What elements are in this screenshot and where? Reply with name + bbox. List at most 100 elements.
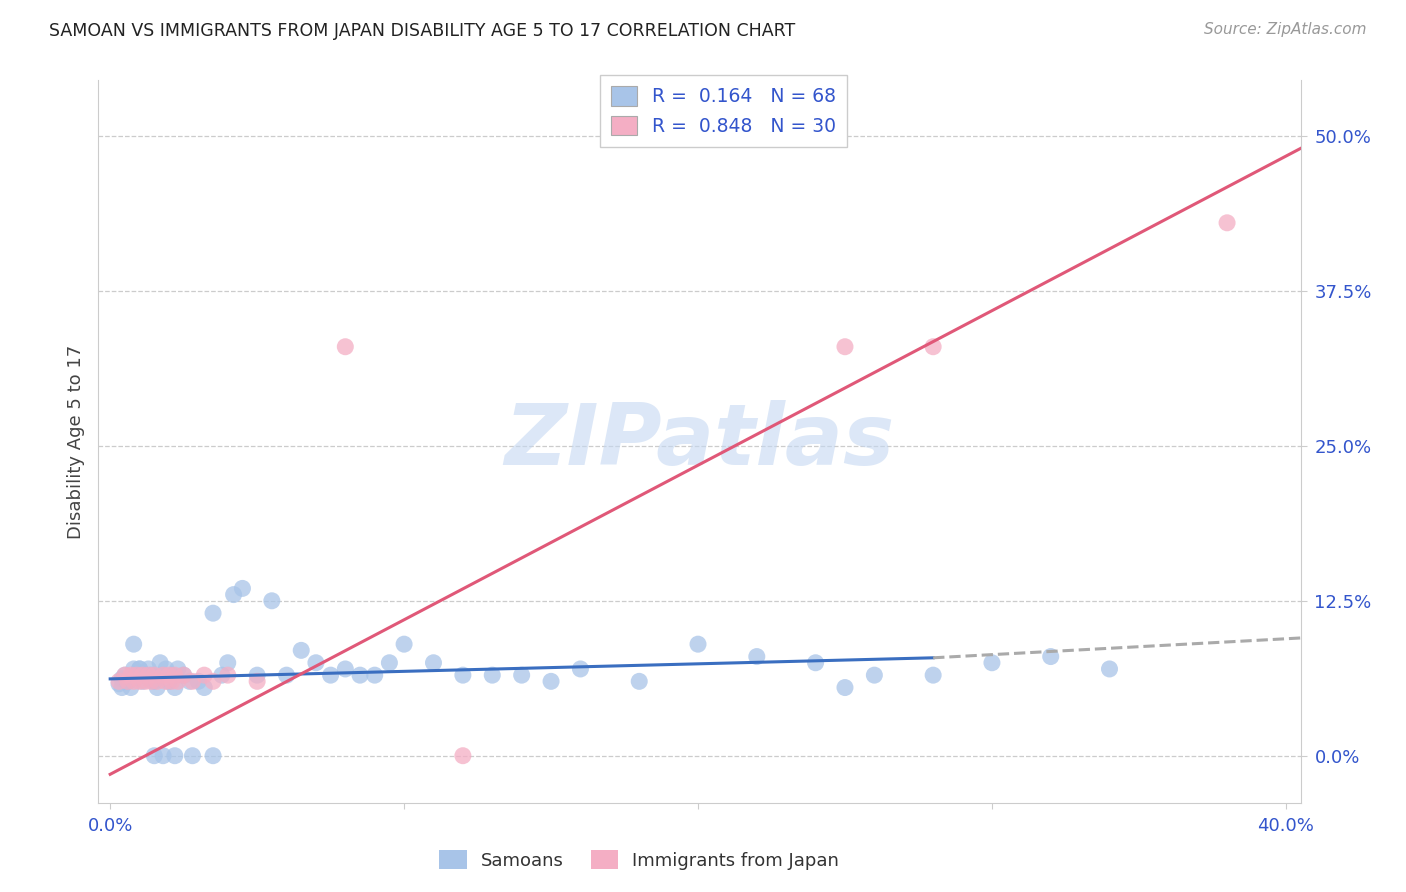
- Point: [290, 643, 312, 657]
- Point: [260, 594, 283, 608]
- Point: [686, 637, 709, 651]
- Point: [160, 668, 183, 682]
- Point: [125, 668, 148, 682]
- Point: [922, 668, 945, 682]
- Point: [193, 681, 215, 695]
- Point: [335, 662, 357, 676]
- Point: [231, 582, 253, 596]
- Point: [181, 748, 204, 763]
- Point: [246, 674, 269, 689]
- Point: [138, 662, 160, 676]
- Point: [114, 668, 136, 682]
- Point: [134, 668, 156, 682]
- Point: [114, 668, 136, 682]
- Point: [1039, 649, 1062, 664]
- Point: [222, 588, 245, 602]
- Point: [166, 674, 188, 689]
- Point: [155, 662, 177, 676]
- Point: [152, 668, 174, 682]
- Point: [211, 668, 233, 682]
- Point: [108, 674, 131, 689]
- Point: [981, 656, 1004, 670]
- Point: [378, 656, 401, 670]
- Point: [319, 668, 342, 682]
- Point: [143, 748, 166, 763]
- Point: [122, 637, 145, 651]
- Point: [152, 668, 174, 682]
- Point: [202, 748, 225, 763]
- Point: [834, 340, 856, 354]
- Point: [510, 668, 533, 682]
- Point: [134, 674, 156, 689]
- Point: [451, 668, 474, 682]
- Point: [125, 668, 148, 682]
- Point: [120, 681, 142, 695]
- Point: [481, 668, 503, 682]
- Point: [146, 674, 169, 689]
- Point: [335, 340, 357, 354]
- Point: [163, 748, 186, 763]
- Point: [149, 656, 172, 670]
- Point: [422, 656, 444, 670]
- Point: [163, 668, 186, 682]
- Text: ZIPatlas: ZIPatlas: [505, 400, 894, 483]
- Point: [364, 668, 387, 682]
- Point: [569, 662, 592, 676]
- Point: [155, 674, 177, 689]
- Point: [202, 674, 225, 689]
- Point: [305, 656, 328, 670]
- Point: [122, 662, 145, 676]
- Point: [451, 748, 474, 763]
- Point: [163, 681, 186, 695]
- Point: [745, 649, 768, 664]
- Point: [217, 656, 239, 670]
- Point: [128, 662, 150, 676]
- Point: [922, 340, 945, 354]
- Point: [1098, 662, 1121, 676]
- Point: [120, 668, 142, 682]
- Point: [134, 668, 156, 682]
- Point: [628, 674, 651, 689]
- Point: [202, 606, 225, 620]
- Point: [157, 668, 180, 682]
- Point: [217, 668, 239, 682]
- Point: [160, 674, 183, 689]
- Point: [138, 668, 160, 682]
- Point: [804, 656, 827, 670]
- Point: [1216, 216, 1239, 230]
- Point: [152, 748, 174, 763]
- Point: [349, 668, 371, 682]
- Point: [179, 674, 201, 689]
- Point: [141, 668, 163, 682]
- Point: [157, 674, 180, 689]
- Point: [131, 674, 153, 689]
- Point: [108, 677, 131, 691]
- Point: [117, 674, 139, 689]
- Point: [863, 668, 886, 682]
- Text: SAMOAN VS IMMIGRANTS FROM JAPAN DISABILITY AGE 5 TO 17 CORRELATION CHART: SAMOAN VS IMMIGRANTS FROM JAPAN DISABILI…: [49, 22, 796, 40]
- Point: [111, 681, 134, 695]
- Point: [246, 668, 269, 682]
- Point: [141, 674, 163, 689]
- Point: [122, 674, 145, 689]
- Point: [117, 674, 139, 689]
- Point: [392, 637, 415, 651]
- Point: [173, 668, 195, 682]
- Point: [131, 668, 153, 682]
- Point: [143, 674, 166, 689]
- Point: [193, 668, 215, 682]
- Y-axis label: Disability Age 5 to 17: Disability Age 5 to 17: [66, 344, 84, 539]
- Point: [540, 674, 562, 689]
- Point: [276, 668, 298, 682]
- Point: [173, 668, 195, 682]
- Point: [834, 681, 856, 695]
- Point: [181, 674, 204, 689]
- Point: [143, 668, 166, 682]
- Point: [111, 672, 134, 686]
- Point: [187, 674, 209, 689]
- Point: [128, 662, 150, 676]
- Legend: Samoans, Immigrants from Japan: Samoans, Immigrants from Japan: [432, 843, 846, 877]
- Point: [166, 662, 188, 676]
- Text: Source: ZipAtlas.com: Source: ZipAtlas.com: [1204, 22, 1367, 37]
- Point: [117, 674, 139, 689]
